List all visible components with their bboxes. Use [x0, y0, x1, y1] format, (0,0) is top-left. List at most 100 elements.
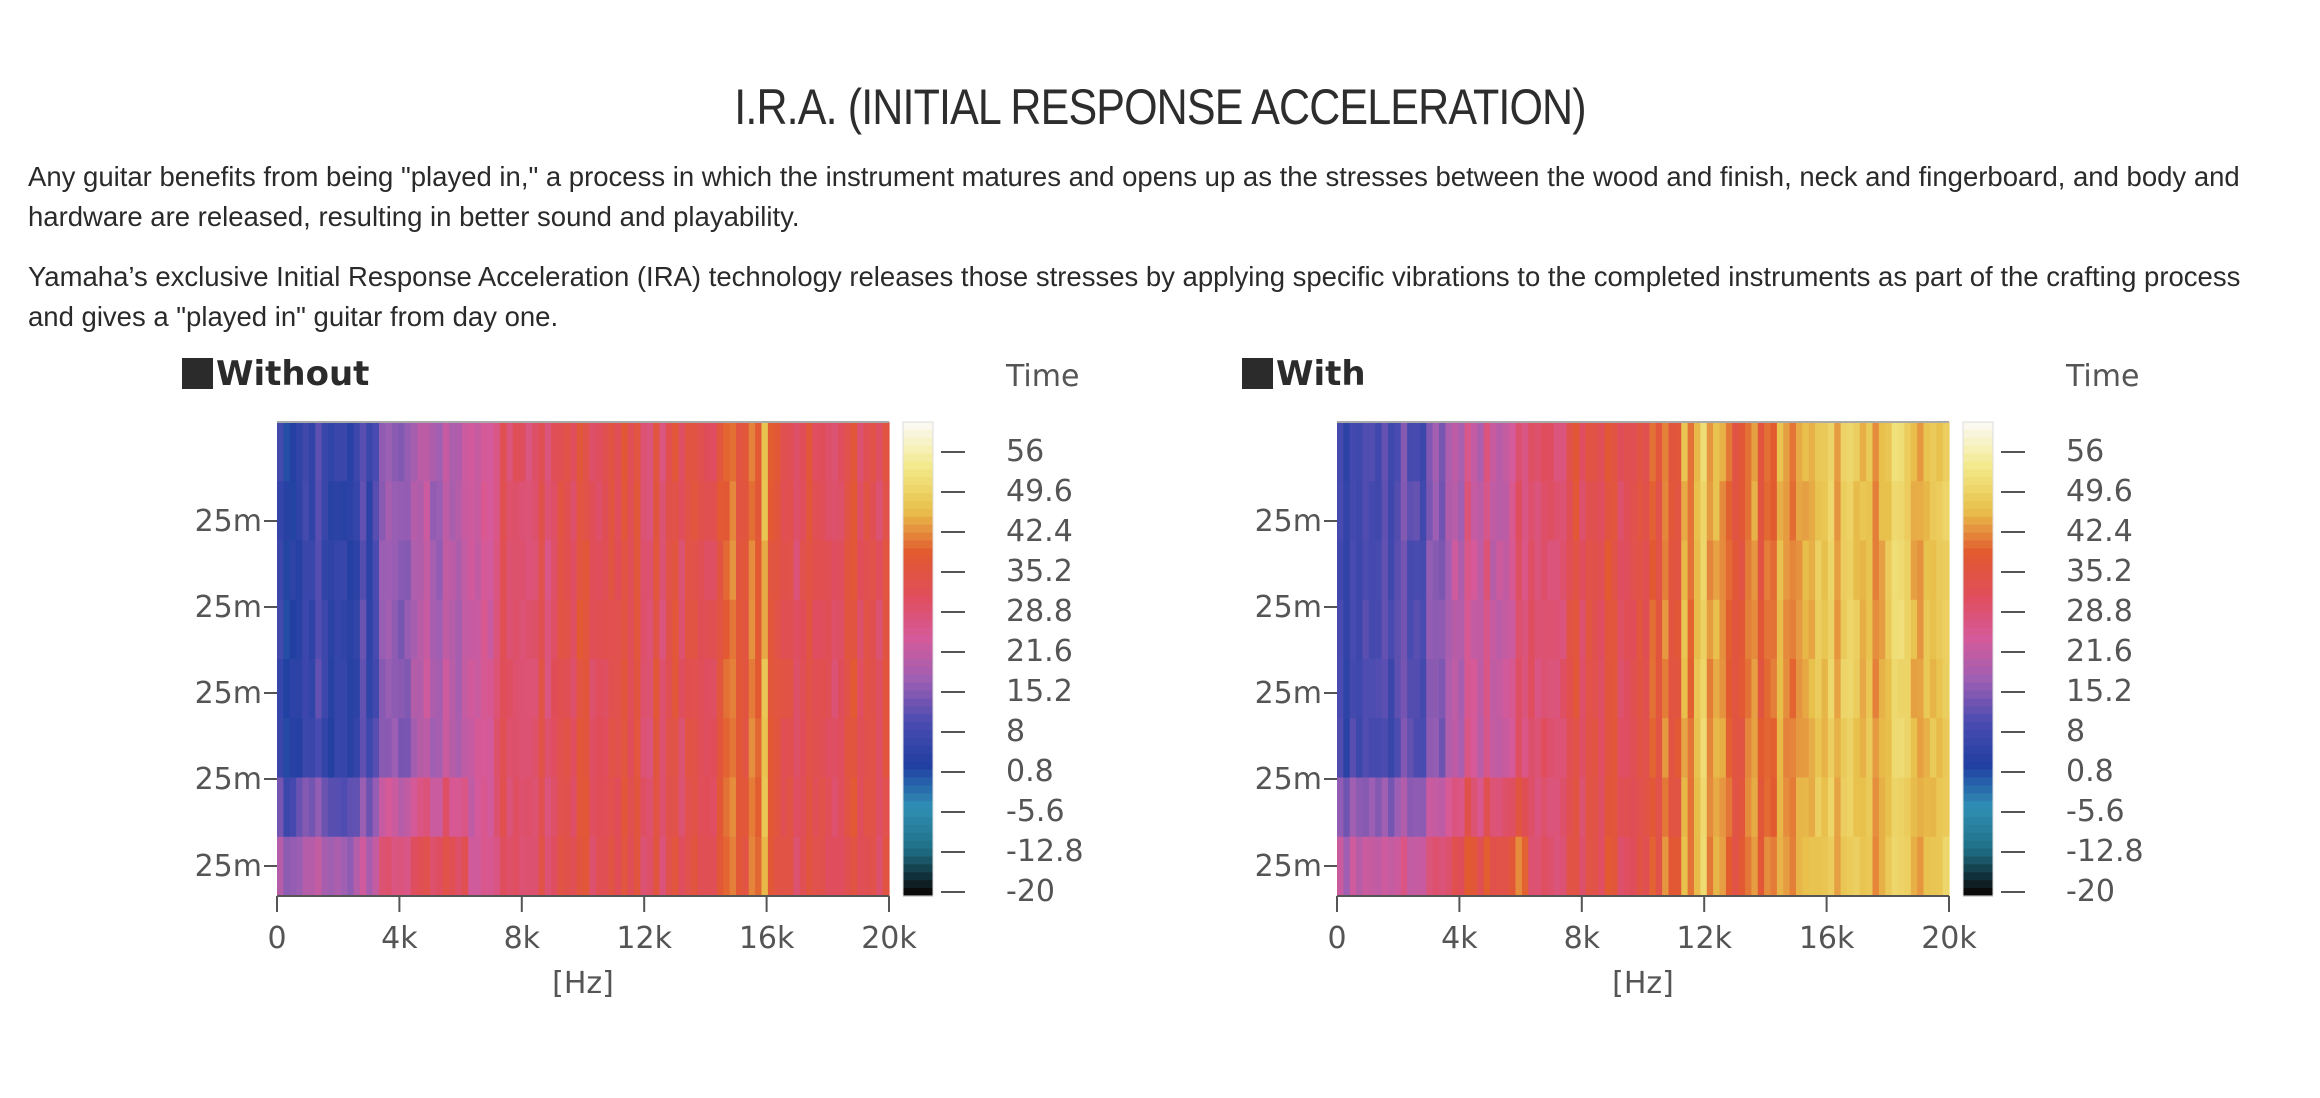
heatmap-cell [1604, 659, 1612, 719]
heatmap-cell [500, 481, 508, 542]
heatmap-cell [436, 777, 444, 838]
heatmap-cell [1898, 777, 1905, 838]
heatmap-cell [793, 599, 801, 660]
heatmap-cell [321, 836, 329, 897]
heatmap-cell [716, 422, 724, 482]
colorbar [1962, 421, 1994, 897]
heatmap-cell [557, 659, 565, 719]
heatmap-cell [1898, 481, 1905, 542]
colorbar-segment [903, 769, 933, 779]
heatmap-cell [621, 659, 629, 719]
heatmap-cell [1502, 718, 1510, 779]
heatmap-cell [1770, 777, 1778, 838]
colorbar-segment [1963, 627, 1993, 636]
heatmap-cell [449, 481, 457, 542]
heatmap-cell [1745, 540, 1752, 601]
heatmap-cell [1585, 540, 1593, 601]
heatmap-cell [672, 718, 680, 779]
heatmap-cell [793, 481, 801, 542]
heatmap-cell [1534, 481, 1542, 542]
heatmap-cell [532, 718, 539, 779]
heatmap-cell [481, 422, 488, 482]
heatmap-cell [1636, 718, 1644, 779]
heatmap-cell [576, 659, 584, 719]
heatmap-cell [1923, 659, 1931, 719]
heatmap-cell [1356, 836, 1364, 897]
heatmap-cell [1553, 659, 1561, 719]
heatmap-cell [1477, 599, 1485, 660]
heatmap-cell [1630, 599, 1638, 660]
heatmap-cell [1617, 599, 1625, 660]
heatmap-cell [1770, 481, 1778, 542]
colorbar-tick-label: -12.8 [2066, 834, 2144, 869]
heatmap-cell [761, 836, 769, 897]
heatmap-cell [1458, 422, 1466, 482]
heatmap-cell [1891, 777, 1899, 838]
heatmap-cell [1898, 836, 1905, 897]
colorbar-segment [1963, 485, 1993, 494]
heatmap-cell [602, 422, 610, 482]
heatmap-cell [646, 481, 654, 542]
heatmap-cell [538, 777, 546, 838]
heatmap-cell [525, 540, 533, 601]
heatmap-cell [748, 718, 756, 779]
colorbar-segment [1963, 888, 1993, 897]
heatmap-cell [277, 777, 284, 838]
heatmap-cell [1496, 599, 1504, 660]
heatmap-cell [1426, 718, 1434, 779]
heatmap-cell [704, 599, 712, 660]
heatmap-cell [627, 599, 635, 660]
heatmap-cell [461, 481, 469, 542]
heatmap-cell [1407, 777, 1415, 838]
heatmap-cell [1490, 481, 1497, 542]
heatmap-cell [640, 599, 648, 660]
heatmap-cell [627, 659, 635, 719]
heatmap-cell [1789, 836, 1797, 897]
heatmap-cell [774, 599, 782, 660]
heatmap-cell [825, 481, 833, 542]
heatmap-cell [289, 540, 297, 601]
heatmap-cell [404, 540, 412, 601]
colorbar-segment [903, 856, 933, 865]
heatmap-cell [1534, 422, 1542, 482]
heatmap-cell [1419, 777, 1427, 838]
heatmap-cell [353, 540, 361, 601]
heatmap-cell [742, 659, 750, 719]
heatmap-cell [1432, 659, 1440, 719]
heatmap-cell [1541, 836, 1548, 897]
heatmap-cell [283, 599, 291, 660]
heatmap-cell [1337, 422, 1344, 482]
heatmap-cell [442, 540, 450, 601]
heatmap-cell [557, 599, 565, 660]
heatmap-cell [1936, 777, 1944, 838]
heatmap-cell [1776, 836, 1784, 897]
heatmap-cell [353, 718, 361, 779]
heatmap-cell [1439, 599, 1446, 660]
heatmap-cell [557, 718, 565, 779]
heatmap-cell [302, 718, 310, 779]
heatmap-cell [481, 481, 488, 542]
heatmap-cell [1668, 540, 1676, 601]
heatmap-cell [1719, 777, 1727, 838]
heatmap-cell [736, 422, 743, 482]
colorbar-segment [1963, 595, 1993, 605]
heatmap-cell [1757, 659, 1765, 719]
heatmap-cell [277, 599, 284, 660]
heatmap-cell [308, 836, 316, 897]
heatmap-cell [1713, 599, 1721, 660]
heatmap-cell [793, 777, 801, 838]
heatmap-cell [576, 718, 584, 779]
heatmap-cell [1490, 777, 1497, 838]
heatmap-cell [1337, 599, 1344, 660]
colorbar-segment [1963, 674, 1993, 684]
heatmap-cell [844, 659, 852, 719]
heatmap-cell [799, 659, 807, 719]
heatmap-cell [1668, 777, 1676, 838]
heatmap-cell [1509, 836, 1517, 897]
heatmap-cell [1623, 481, 1631, 542]
heatmap-cell [1388, 777, 1395, 838]
heatmap-cell [1796, 540, 1803, 601]
heatmap-cell [1745, 836, 1752, 897]
colorbar-segment [1963, 714, 1993, 723]
heatmap-cell [1643, 540, 1650, 601]
